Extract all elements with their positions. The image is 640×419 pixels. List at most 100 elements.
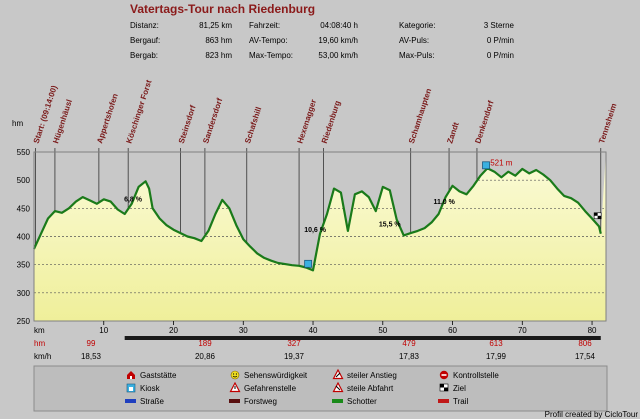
kmh-value: 17,54	[575, 352, 596, 361]
legend-label: Trail	[453, 397, 468, 406]
profile-line	[33, 167, 602, 272]
gradient-label: 11,0 %	[433, 199, 455, 206]
waypoint-label: Riedenburg	[320, 99, 342, 144]
plot-frame	[33, 151, 607, 322]
legend-label: Ziel	[453, 384, 466, 393]
stat-value-bergauf: 863 hm	[205, 36, 232, 45]
hm-value: 479	[402, 339, 416, 348]
gradient-label: 10,6 %	[304, 227, 327, 234]
kmh-value: 18,53	[81, 352, 102, 361]
x-tick-label: 60	[448, 326, 457, 335]
stat-label-av-puls: AV-Puls:	[399, 36, 429, 45]
hm-value: 806	[578, 339, 592, 348]
gradient-label: 6,8 %	[124, 197, 143, 204]
legend-box	[33, 365, 608, 412]
gravel-swatch-icon	[332, 399, 343, 403]
kmh-value: 17,83	[399, 352, 420, 361]
x-tick-label: 80	[588, 326, 597, 335]
stat-value-max-puls: 0 P/min	[487, 51, 514, 60]
stat-value-bergab: 823 hm	[205, 51, 232, 60]
stat-label-bergab: Bergab:	[130, 51, 158, 60]
route-markers	[304, 161, 602, 268]
legend-label: Kiosk	[140, 384, 161, 393]
y-tick-label: 400	[17, 233, 31, 242]
kmh-value: 20,86	[195, 352, 216, 361]
stat-label-fahrzeit: Fahrzeit:	[249, 21, 280, 30]
checkpoint-icon	[439, 370, 449, 380]
hm-row: hm 99 189 327 479 613 806	[34, 339, 592, 348]
finish-flag-icon	[593, 212, 602, 220]
stat-value-distance: 81,25 km	[199, 21, 232, 30]
waypoint-label: Schafshill	[243, 106, 263, 145]
kiosk-icon	[126, 383, 136, 393]
legend-label: Gefahrenstelle	[244, 384, 297, 393]
stat-value-av-tempo: 19,60 km/h	[318, 36, 358, 45]
waypoint-labels: Start: (09:14:00)Hügenhäusl Appertshofen K…	[32, 79, 619, 145]
y-tick-label: 550	[17, 148, 31, 157]
legend: Gaststätte Sehenswürdigkeit steiler Anst…	[33, 365, 608, 412]
y-tick-label: 300	[17, 289, 31, 298]
waypoint-lines	[34, 148, 602, 266]
waypoint-label: Hexenagger	[295, 98, 318, 144]
y-tick-label: 250	[17, 317, 31, 326]
waypoint-label: Steinsdorf	[177, 104, 198, 145]
legend-label: Gaststätte	[140, 371, 177, 380]
forest-swatch-icon	[229, 399, 240, 403]
waypoint-label: Tennsheim	[597, 102, 618, 144]
stats-block: Distanz: 81,25 km Bergauf: 863 hm Bergab…	[130, 21, 515, 60]
x-tick-label: 40	[309, 326, 318, 335]
hm-value: 189	[198, 339, 212, 348]
legend-label: Forstweg	[244, 397, 277, 406]
hm-value: 327	[287, 339, 301, 348]
warning-up-icon	[332, 368, 344, 380]
page-title: Vatertags-Tour nach Riedenburg	[130, 2, 315, 16]
stat-label-bergauf: Bergauf:	[130, 36, 160, 45]
kiosk-icon	[304, 259, 313, 268]
stat-value-av-puls: 0 P/min	[487, 36, 514, 45]
y-tick-label: 350	[17, 261, 31, 270]
x-axis-label: km	[34, 326, 45, 335]
x-tick-label: 10	[99, 326, 108, 335]
stat-label-max-puls: Max-Puls:	[399, 51, 435, 60]
legend-label: steile Abfahrt	[347, 384, 394, 393]
legend-label: Kontrollstelle	[453, 371, 499, 380]
kmh-value: 19,37	[284, 352, 305, 361]
waypoint-label: Denkendorf	[473, 99, 495, 144]
waypoint-label: Köschinger Forst	[125, 79, 154, 145]
trail-swatch-icon	[438, 399, 449, 403]
kmh-row-label: km/h	[34, 352, 51, 361]
stat-label-max-tempo: Max-Tempo:	[249, 51, 293, 60]
stat-value-kategorie: 3 Sterne	[484, 21, 515, 30]
hm-value: 99	[87, 339, 96, 348]
waypoint-label: Schamhaupten	[407, 87, 433, 144]
gradient-label: 15,5 %	[379, 221, 402, 228]
y-tick-label: 450	[17, 204, 31, 213]
legend-label: Sehenswürdigkeit	[244, 371, 308, 380]
legend-label: steiler Anstieg	[347, 371, 397, 380]
hm-value: 613	[489, 339, 503, 348]
x-tick-label: 50	[378, 326, 387, 335]
x-tick-label: 70	[518, 326, 527, 335]
surface-bar	[124, 336, 601, 340]
stat-label-distance: Distanz:	[130, 21, 159, 30]
x-axis: km 10 20 30 40 50 60 70 80	[34, 321, 597, 335]
peak-label: 521 m	[490, 159, 513, 168]
footer-credit: Profil created by CicloTour	[545, 410, 639, 419]
plot-area	[33, 148, 607, 322]
x-tick-label: 20	[169, 326, 178, 335]
sky-mask	[34, 152, 606, 271]
y-axis-label: hm	[12, 119, 23, 128]
stat-label-av-tempo: AV-Tempo:	[249, 36, 288, 45]
kmh-row: km/h 18,53 20,86 19,37 17,83 17,99 17,54	[34, 352, 596, 361]
x-tick-label: 30	[239, 326, 248, 335]
kiosk-icon	[482, 161, 490, 170]
stat-label-kategorie: Kategorie:	[399, 21, 435, 30]
road-swatch-icon	[125, 399, 136, 403]
finish-flag-icon	[439, 383, 449, 392]
waypoint-label: Sandersdorf	[201, 97, 224, 145]
y-tick-label: 500	[17, 176, 31, 185]
warning-icon	[229, 381, 241, 393]
house-icon	[127, 371, 135, 379]
legend-label: Schotter	[347, 397, 377, 406]
waypoint-label: Hügenhäusl	[51, 98, 74, 144]
